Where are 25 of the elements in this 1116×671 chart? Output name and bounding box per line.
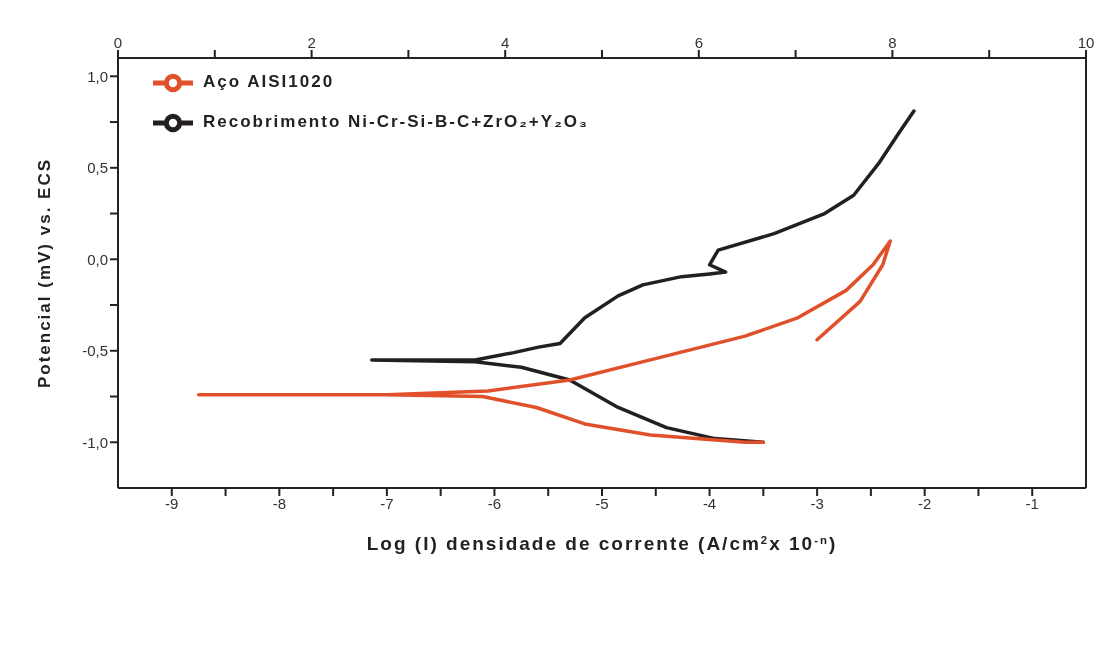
x-tick-label: -9 — [165, 494, 179, 512]
x2-tick-label: 8 — [888, 34, 897, 51]
y-tick-label: 0,0 — [87, 250, 108, 268]
x2-tick-label: 2 — [307, 34, 316, 51]
x-tick-label: -7 — [380, 494, 394, 512]
y-axis-title: Potencial (mV) vs. ECS — [35, 157, 54, 389]
x-tick-label: -5 — [595, 494, 609, 512]
x-tick-label: -1 — [1025, 494, 1039, 512]
x2-tick-label: 6 — [694, 34, 703, 51]
x2-tick-label: 4 — [501, 34, 510, 51]
y-tick-label: 0,5 — [87, 159, 108, 177]
x-axis-title: Log (I) densidade de corrente (A/cm$^{2}$x 10$^{-n}$) — [366, 533, 838, 554]
x-tick-label: -8 — [272, 494, 287, 512]
legend-label: Recobrimento Ni-Cr-Si-B-C+ZrO₂+Y₂O₃ — [203, 112, 589, 132]
legend-label: Aço AISI1020 — [203, 72, 335, 92]
y-tick-label: 1,0 — [87, 67, 108, 85]
y-tick-label: -0,5 — [82, 342, 108, 360]
x-tick-label: -2 — [917, 494, 932, 512]
y-tick-label: -1,0 — [82, 433, 108, 451]
x2-tick-label: 0 — [113, 34, 123, 51]
x2-tick-label: 10 — [1077, 34, 1095, 51]
x-tick-label: -4 — [702, 494, 717, 512]
line-series — [196, 239, 892, 445]
x-tick-label: -3 — [810, 494, 824, 512]
x-tick-label: -6 — [487, 494, 502, 512]
